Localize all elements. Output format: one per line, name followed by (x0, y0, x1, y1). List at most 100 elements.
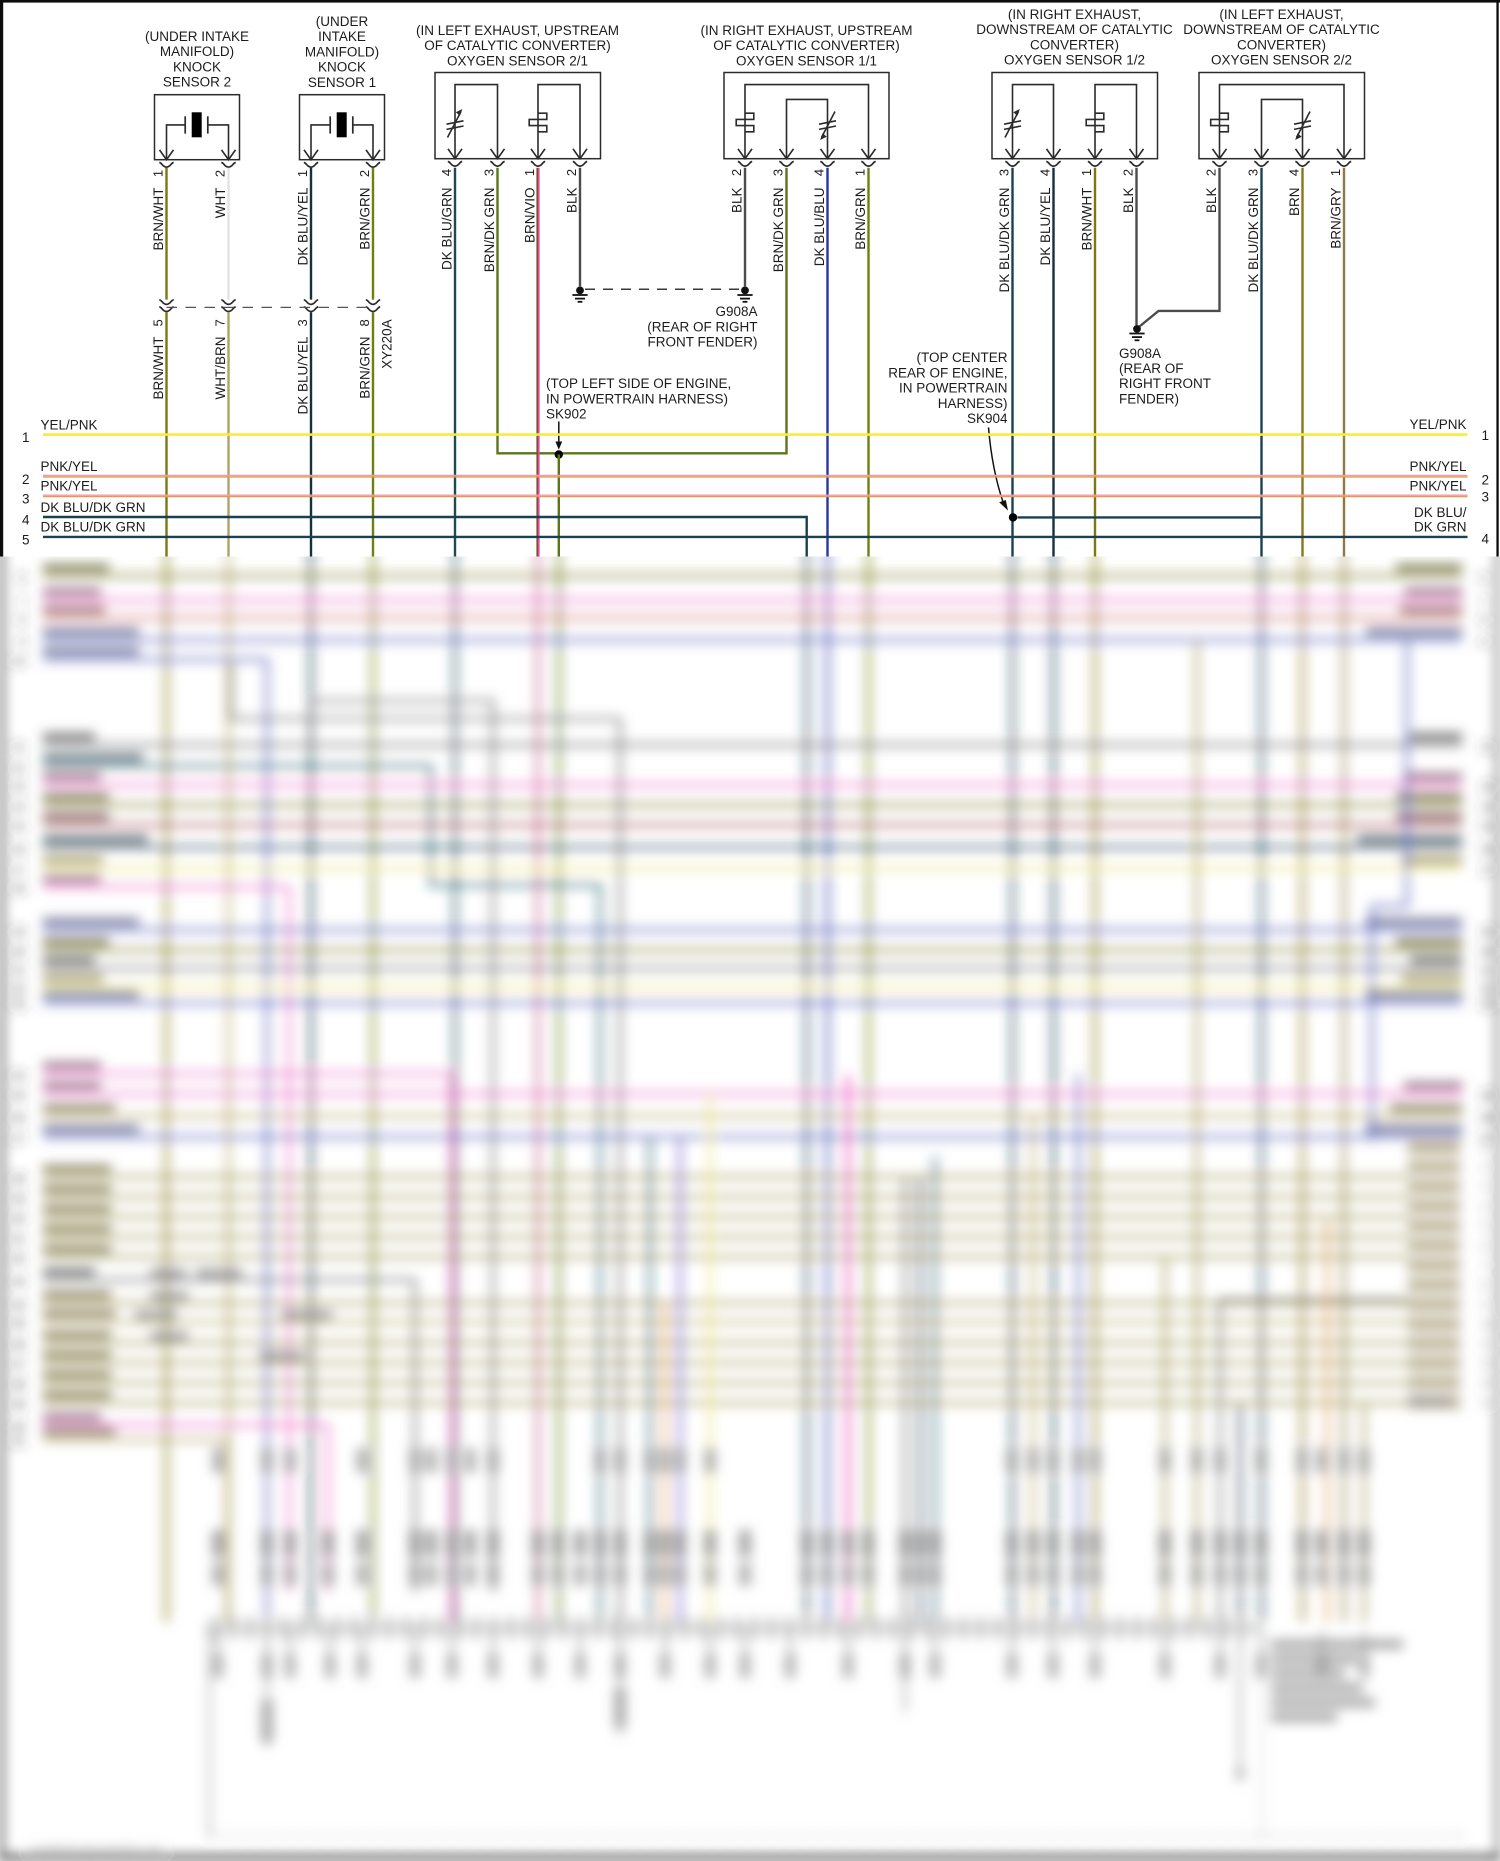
svg-text:11: 11 (1480, 740, 1493, 754)
svg-text:15: 15 (12, 820, 26, 834)
svg-text:PNK/YEL: PNK/YEL (1409, 459, 1467, 474)
svg-text:30: 30 (12, 1212, 26, 1226)
svg-text:8: 8 (357, 319, 372, 326)
svg-text:BLK: BLK (1204, 188, 1219, 214)
svg-text:4: 4 (812, 169, 827, 176)
svg-text:OF CATALYTIC CONVERTER): OF CATALYTIC CONVERTER) (713, 38, 900, 53)
svg-text:4: 4 (1482, 531, 1490, 546)
svg-text:25: 25 (1480, 1089, 1494, 1103)
svg-text:19: 19 (1480, 925, 1494, 939)
svg-text:6: 6 (1481, 1240, 1487, 1252)
svg-text:HARNESS): HARNESS) (938, 396, 1008, 411)
svg-text:OXYGEN SENSOR 2/1: OXYGEN SENSOR 2/1 (447, 53, 588, 68)
svg-text:IN POWERTRAIN: IN POWERTRAIN (899, 381, 1008, 396)
svg-text:OF CATALYTIC CONVERTER): OF CATALYTIC CONVERTER) (424, 38, 611, 53)
svg-text:2: 2 (22, 472, 30, 487)
svg-text:1: 1 (1481, 1142, 1487, 1154)
svg-text:28: 28 (12, 1172, 26, 1186)
svg-text:13: 13 (1481, 1377, 1493, 1389)
svg-text:(UNDER INTAKE: (UNDER INTAKE (145, 29, 249, 44)
svg-text:G908A: G908A (1119, 346, 1161, 361)
svg-text:34: 34 (12, 1298, 26, 1312)
svg-text:35: 35 (12, 1317, 26, 1331)
svg-text:14: 14 (1481, 1397, 1493, 1409)
svg-text:5: 5 (151, 319, 166, 326)
svg-text:KNOCK: KNOCK (318, 60, 366, 75)
svg-text:21: 21 (12, 964, 26, 978)
svg-text:WHT: WHT (213, 188, 228, 219)
svg-text:DK BLU/YEL: DK BLU/YEL (1038, 187, 1053, 266)
svg-text:6: 6 (19, 571, 26, 585)
svg-text:4: 4 (1481, 1201, 1487, 1213)
svg-text:5: 5 (1481, 1220, 1487, 1232)
svg-text:3: 3 (482, 169, 497, 176)
svg-text:2: 2 (1482, 472, 1490, 487)
svg-text:33: 33 (12, 1275, 26, 1289)
svg-text:2: 2 (357, 170, 372, 177)
svg-text:3: 3 (1246, 169, 1261, 176)
svg-text:4: 4 (1038, 169, 1053, 176)
svg-text:DK BLU/GRN: DK BLU/GRN (439, 188, 454, 271)
svg-text:9: 9 (19, 635, 26, 649)
svg-text:DOWNSTREAM OF CATALYTIC: DOWNSTREAM OF CATALYTIC (1183, 22, 1380, 37)
svg-text:20: 20 (1480, 945, 1494, 959)
svg-text:BRN/GRY: BRN/GRY (1328, 188, 1343, 249)
svg-text:OXYGEN SENSOR 1/2: OXYGEN SENSOR 1/2 (1004, 53, 1145, 68)
svg-text:BRN/GRN: BRN/GRN (357, 337, 372, 399)
svg-text:21: 21 (1480, 964, 1494, 978)
svg-text:36: 36 (12, 1338, 26, 1352)
svg-text:24: 24 (12, 1069, 26, 1083)
svg-text:25: 25 (12, 1089, 26, 1103)
svg-text:MANIFOLD): MANIFOLD) (160, 44, 234, 59)
svg-text:BRN: BRN (1287, 188, 1302, 217)
svg-text:G908A: G908A (715, 304, 757, 319)
svg-text:12: 12 (1481, 1358, 1493, 1370)
svg-text:DK BLU/YEL: DK BLU/YEL (295, 187, 310, 266)
svg-text:(TOP LEFT SIDE OF ENGINE,: (TOP LEFT SIDE OF ENGINE, (546, 376, 731, 391)
svg-text:MANIFOLD): MANIFOLD) (305, 44, 379, 59)
svg-text:15: 15 (1480, 820, 1494, 834)
svg-text:1: 1 (1482, 428, 1490, 443)
svg-text:1: 1 (522, 169, 537, 176)
svg-text:31: 31 (12, 1232, 26, 1246)
svg-text:DK BLU/DK GRN: DK BLU/DK GRN (41, 520, 146, 535)
svg-text:38: 38 (12, 1378, 26, 1392)
svg-text:1: 1 (1079, 169, 1094, 176)
svg-text:7: 7 (1480, 595, 1487, 609)
svg-text:4: 4 (439, 169, 454, 176)
svg-text:BLK: BLK (564, 188, 579, 214)
svg-text:RIGHT FRONT: RIGHT FRONT (1119, 376, 1211, 391)
svg-text:BRN/WHT: BRN/WHT (1079, 188, 1094, 251)
svg-text:DK BLU/DK GRN: DK BLU/DK GRN (41, 500, 146, 515)
svg-text:BRN/DK GRN: BRN/DK GRN (482, 188, 497, 273)
svg-text:29: 29 (12, 1192, 26, 1206)
svg-text:37: 37 (12, 1358, 26, 1372)
svg-text:11: 11 (13, 740, 26, 754)
svg-text:(IN RIGHT EXHAUST,: (IN RIGHT EXHAUST, (1008, 7, 1141, 22)
svg-text:1: 1 (295, 170, 310, 177)
svg-text:39: 39 (12, 1398, 26, 1412)
svg-text:DK BLU/DK GRN: DK BLU/DK GRN (997, 188, 1012, 293)
svg-text:14: 14 (12, 800, 26, 814)
svg-text:1: 1 (151, 170, 166, 177)
svg-text:PNK/YEL: PNK/YEL (41, 479, 99, 494)
svg-text:BLK: BLK (729, 188, 744, 214)
svg-text:2: 2 (564, 169, 579, 176)
svg-text:PNK/YEL: PNK/YEL (1409, 479, 1467, 494)
svg-text:6: 6 (1480, 571, 1487, 585)
svg-text:SENSOR 1: SENSOR 1 (308, 75, 376, 90)
svg-text:27: 27 (1480, 1132, 1494, 1146)
svg-text:OXYGEN SENSOR 1/1: OXYGEN SENSOR 1/1 (736, 53, 877, 68)
svg-text:3: 3 (1482, 490, 1490, 505)
svg-text:40: 40 (12, 1420, 26, 1434)
svg-text:1: 1 (22, 430, 30, 445)
svg-text:17: 17 (1480, 864, 1494, 878)
svg-text:CONVERTER): CONVERTER) (1237, 37, 1326, 52)
svg-text:3: 3 (22, 492, 30, 507)
svg-text:10: 10 (1481, 1318, 1493, 1330)
svg-text:20: 20 (12, 945, 26, 959)
svg-text:SENSOR 2: SENSOR 2 (163, 75, 231, 90)
svg-text:1: 1 (853, 169, 868, 176)
svg-text:2: 2 (1204, 169, 1219, 176)
svg-text:18: 18 (12, 882, 26, 896)
